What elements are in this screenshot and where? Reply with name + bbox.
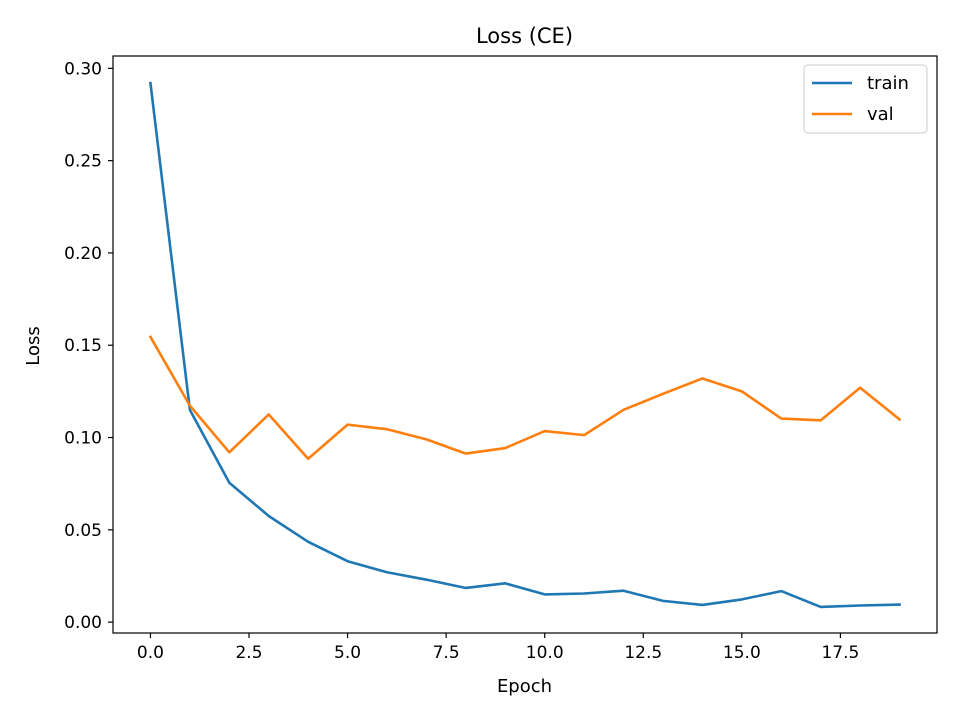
x-axis-label: Epoch bbox=[497, 676, 552, 697]
x-tick-label: 15.0 bbox=[723, 643, 761, 663]
x-tick-label: 17.5 bbox=[821, 643, 859, 663]
axes-frame bbox=[112, 55, 938, 634]
chart-title: Loss (CE) bbox=[476, 24, 573, 48]
x-tick-label: 7.5 bbox=[433, 643, 460, 663]
y-tick-label: 0.30 bbox=[64, 59, 102, 79]
legend-label-val: val bbox=[867, 104, 894, 125]
y-tick-label: 0.15 bbox=[64, 336, 102, 356]
y-axis-label: Loss bbox=[23, 326, 44, 365]
y-tick-label: 0.10 bbox=[64, 429, 102, 449]
plot-area: 0.0 2.5 5.0 7.5 10.0 12.5 15.0 17.5 0.00 0.05 0.10… bbox=[64, 55, 938, 663]
x-tick-label: 12.5 bbox=[624, 643, 662, 663]
y-tick-label: 0.20 bbox=[64, 244, 102, 264]
legend-label-train: train bbox=[867, 73, 909, 94]
x-tick-label: 0.0 bbox=[137, 643, 164, 663]
series-line-train bbox=[149, 81, 901, 609]
y-tick-label: 0.00 bbox=[64, 613, 102, 633]
x-tick-label: 10.0 bbox=[526, 643, 564, 663]
x-tick-label: 5.0 bbox=[334, 643, 361, 663]
series-line-val bbox=[148, 335, 902, 461]
y-tick-label: 0.05 bbox=[64, 521, 102, 541]
x-tick-label: 2.5 bbox=[235, 643, 262, 663]
y-tick-label: 0.25 bbox=[64, 152, 102, 172]
